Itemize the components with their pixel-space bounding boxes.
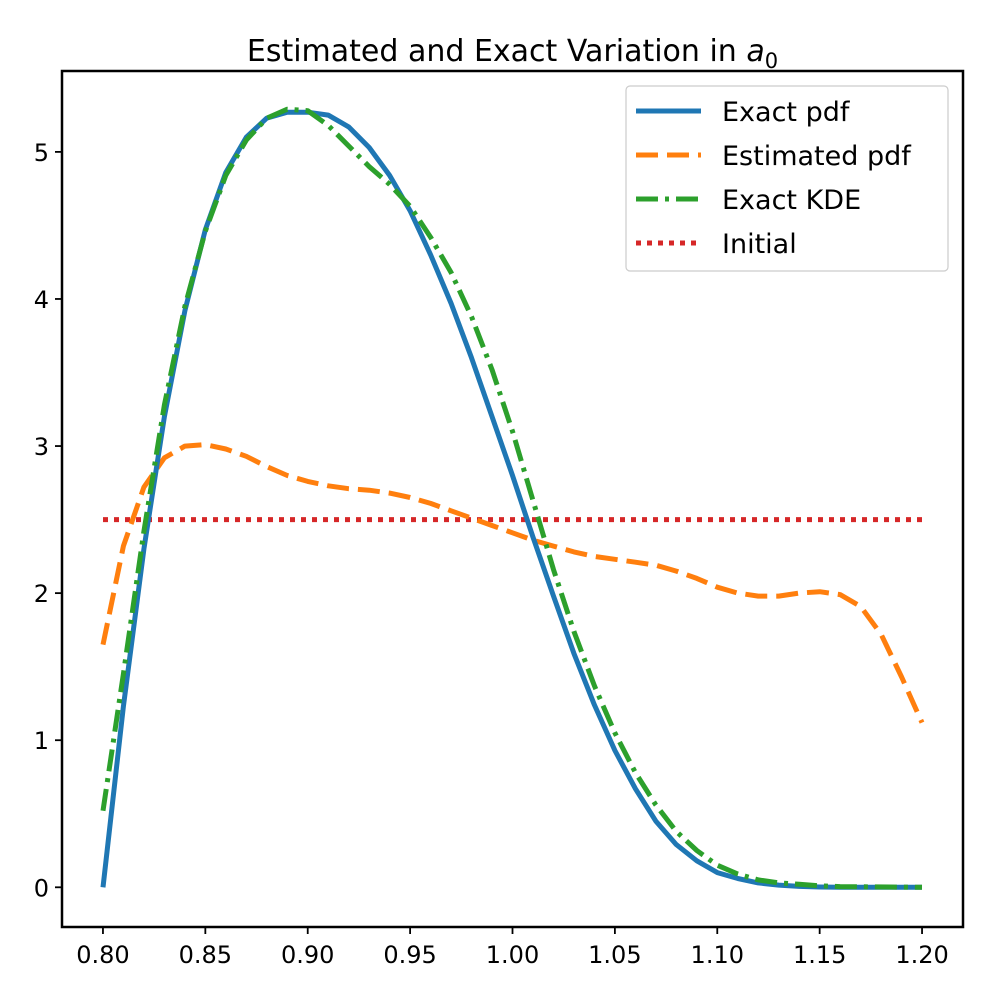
series-layer bbox=[100, 106, 925, 890]
x-tick-label: 0.80 bbox=[76, 941, 129, 969]
x-tick-label: 0.85 bbox=[179, 941, 232, 969]
legend-label-estimated-pdf: Estimated pdf bbox=[722, 141, 912, 172]
y-tick-label: 0 bbox=[34, 874, 49, 902]
y-tick-label: 1 bbox=[34, 727, 49, 755]
ticks-layer: 0.80 0.85 0.90 0.95 1.00 1.05 1.10 1.15 1.20 0 1 2 3… bbox=[34, 139, 949, 969]
x-tick-label: 1.15 bbox=[793, 941, 846, 969]
x-tick-label: 0.95 bbox=[383, 941, 436, 969]
series-line-exact-kde bbox=[100, 106, 923, 890]
title-math-subscript: 0 bbox=[765, 49, 778, 73]
legend-label-exact-kde: Exact KDE bbox=[722, 185, 861, 216]
y-tick-label: 5 bbox=[34, 139, 49, 167]
legend: Exact pdf Estimated pdf Exact KDE Initial bbox=[625, 85, 949, 272]
y-tick-label: 3 bbox=[34, 433, 49, 461]
legend-box bbox=[625, 85, 949, 272]
series-line-estimated-pdf bbox=[100, 442, 925, 724]
legend-label-initial: Initial bbox=[722, 229, 797, 260]
y-tick-label: 4 bbox=[34, 286, 49, 314]
x-tick-label: 1.05 bbox=[588, 941, 641, 969]
x-tick-label: 0.90 bbox=[281, 941, 334, 969]
chart-title: Estimated and Exact Variation in a0 bbox=[247, 34, 778, 73]
x-tick-label: 1.10 bbox=[691, 941, 744, 969]
y-tick-label: 2 bbox=[34, 580, 49, 608]
title-main-text: Estimated and Exact Variation in bbox=[247, 34, 746, 69]
legend-label-exact-pdf: Exact pdf bbox=[722, 97, 851, 128]
x-tick-label: 1.00 bbox=[486, 941, 539, 969]
x-tick-label: 1.20 bbox=[895, 941, 948, 969]
title-math-symbol: a bbox=[746, 34, 764, 69]
